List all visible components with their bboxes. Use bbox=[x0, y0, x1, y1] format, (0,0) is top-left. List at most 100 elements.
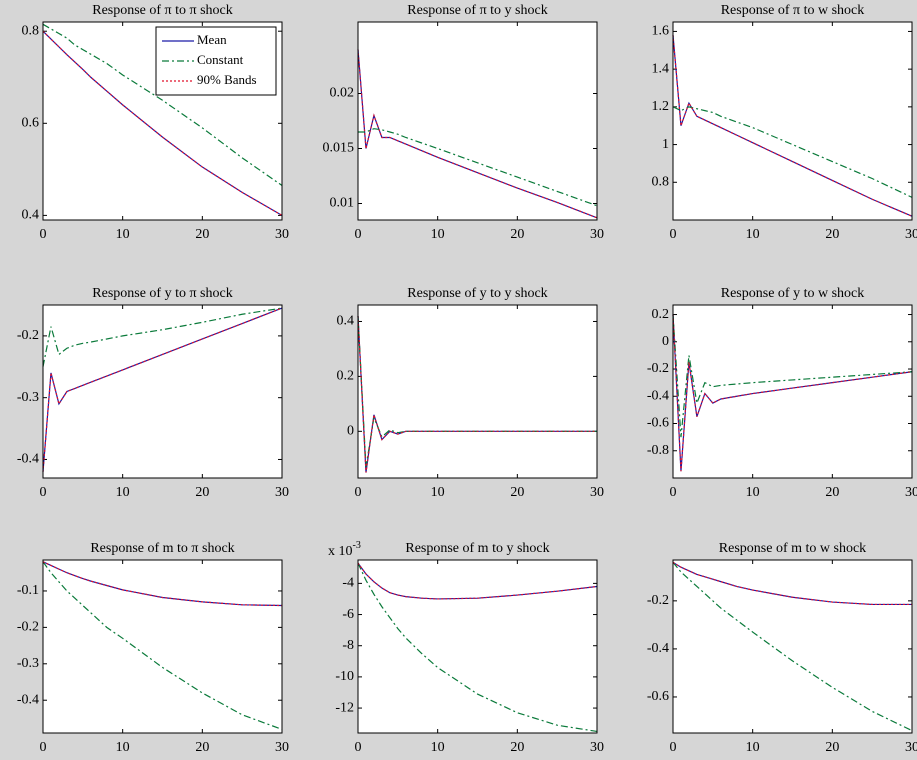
subplot-title: Response of m to π shock bbox=[90, 541, 234, 556]
subplot: Response of y to w shock 0 10 20 30 -0.8 -0.6 -… bbox=[647, 286, 917, 500]
y-tick-label: -8 bbox=[342, 638, 354, 653]
x-tick-label: 30 bbox=[590, 227, 604, 242]
series-line bbox=[42, 30, 283, 216]
subplot: Response of y to π shock 0 10 20 30 -0.4 -0.3 -… bbox=[17, 286, 289, 500]
y-tick-label: -0.3 bbox=[17, 390, 39, 405]
x-tick-label: 10 bbox=[746, 740, 760, 755]
axis-multiplier: x 10-3 bbox=[328, 540, 361, 559]
y-tick-label: 0.01 bbox=[330, 196, 355, 211]
x-tick-label: 0 bbox=[40, 227, 47, 242]
series-line bbox=[42, 23, 283, 186]
x-tick-label: 10 bbox=[116, 740, 130, 755]
x-tick-label: 30 bbox=[275, 740, 289, 755]
y-tick-label: 0 bbox=[347, 424, 354, 439]
y-tick-label: -12 bbox=[335, 700, 354, 715]
plot-area bbox=[673, 22, 912, 220]
plot-frame bbox=[42, 304, 283, 479]
y-tick-label: 0.02 bbox=[330, 86, 355, 101]
x-tick-label: 0 bbox=[355, 485, 362, 500]
y-tick-label: 0.015 bbox=[323, 141, 355, 156]
plot-area bbox=[358, 560, 597, 733]
series-line bbox=[42, 561, 283, 607]
x-tick-label: 10 bbox=[746, 485, 760, 500]
x-tick-label: 20 bbox=[825, 740, 839, 755]
plot-area bbox=[43, 305, 282, 478]
plot-area bbox=[358, 22, 597, 220]
y-tick-label: -0.4 bbox=[17, 692, 39, 707]
x-tick-label: 20 bbox=[510, 485, 524, 500]
y-tick-label: 1 bbox=[662, 137, 669, 152]
series-line bbox=[672, 561, 912, 606]
plot-frame bbox=[672, 559, 913, 734]
series-line bbox=[357, 49, 598, 219]
x-tick-label: 0 bbox=[670, 227, 677, 242]
y-tick-label: -0.2 bbox=[17, 328, 39, 343]
x-tick-label: 30 bbox=[275, 485, 289, 500]
y-tick-label: -6 bbox=[342, 607, 354, 622]
x-tick-label: 20 bbox=[825, 485, 839, 500]
x-tick-label: 0 bbox=[670, 485, 677, 500]
x-tick-label: 30 bbox=[590, 485, 604, 500]
y-tick-label: -0.1 bbox=[17, 583, 39, 598]
y-tick-label: -4 bbox=[342, 576, 354, 591]
subplot-title: Response of π to w shock bbox=[721, 3, 865, 18]
x-tick-label: 0 bbox=[355, 740, 362, 755]
x-tick-label: 20 bbox=[195, 227, 209, 242]
y-tick-label: 0 bbox=[662, 334, 669, 349]
plot-frame bbox=[357, 21, 598, 221]
x-tick-label: 10 bbox=[431, 227, 445, 242]
y-tick-label: -0.3 bbox=[17, 656, 39, 671]
plot-frame bbox=[357, 559, 598, 734]
y-tick-label: -10 bbox=[335, 669, 354, 684]
subplot: Response of π to y shock 0 10 20 30 0.01 0.015… bbox=[323, 3, 605, 242]
x-tick-label: 30 bbox=[905, 227, 917, 242]
subplot-title: Response of π to y shock bbox=[407, 3, 547, 18]
subplot-title: Response of π to π shock bbox=[92, 3, 233, 18]
y-tick-label: 0.2 bbox=[652, 307, 670, 322]
axis-multiplier-exponent: -3 bbox=[353, 540, 361, 551]
legend-label: 90% Bands bbox=[197, 72, 257, 87]
series-line bbox=[672, 106, 913, 198]
plot-frame bbox=[672, 21, 913, 221]
y-tick-label: -0.4 bbox=[647, 641, 669, 656]
x-tick-label: 30 bbox=[275, 227, 289, 242]
x-tick-label: 10 bbox=[746, 227, 760, 242]
x-tick-label: 0 bbox=[40, 485, 47, 500]
y-tick-label: 1.4 bbox=[652, 61, 670, 76]
y-tick-label: -0.2 bbox=[17, 620, 39, 635]
x-tick-label: 20 bbox=[510, 740, 524, 755]
y-tick-label: 0.8 bbox=[22, 23, 40, 38]
y-tick-label: 0.4 bbox=[22, 208, 40, 223]
plot-area bbox=[673, 560, 912, 733]
subplot: Response of m to y shock x 10-3 0 10 20 30 -12… bbox=[328, 540, 604, 755]
subplot-title: Response of m to y shock bbox=[405, 541, 549, 556]
series-line bbox=[357, 562, 598, 733]
x-tick-label: 0 bbox=[355, 227, 362, 242]
x-tick-label: 20 bbox=[510, 227, 524, 242]
x-tick-label: 30 bbox=[590, 740, 604, 755]
plot-frame bbox=[42, 559, 283, 734]
subplot: Response of m to π shock 0 10 20 30 -0.4 -0.3 -… bbox=[17, 541, 289, 755]
y-tick-label: 1.2 bbox=[652, 99, 670, 114]
legend-label: Mean bbox=[197, 32, 227, 47]
series-line bbox=[358, 128, 598, 207]
x-tick-label: 10 bbox=[431, 740, 445, 755]
subplot: Response of m to w shock 0 10 20 30 -0.6 -0.4 -… bbox=[647, 541, 917, 755]
series-line bbox=[42, 307, 283, 472]
plot-area bbox=[43, 560, 282, 733]
series-line bbox=[357, 315, 597, 473]
y-tick-label: 0.2 bbox=[337, 369, 355, 384]
series-line bbox=[42, 561, 283, 730]
x-tick-label: 30 bbox=[905, 740, 917, 755]
y-tick-label: -0.2 bbox=[647, 361, 669, 376]
plot-frame bbox=[672, 304, 913, 479]
subplot-title: Response of y to y shock bbox=[407, 286, 547, 301]
series-line bbox=[357, 562, 598, 600]
y-tick-label: -0.2 bbox=[647, 593, 669, 608]
x-tick-label: 20 bbox=[825, 227, 839, 242]
y-tick-label: 0.8 bbox=[652, 175, 670, 190]
x-tick-label: 10 bbox=[116, 485, 130, 500]
plot-frame bbox=[42, 21, 283, 221]
subplot: Response of π to π shock 0 10 20 30 0.4 0.6 0.8… bbox=[22, 3, 290, 242]
